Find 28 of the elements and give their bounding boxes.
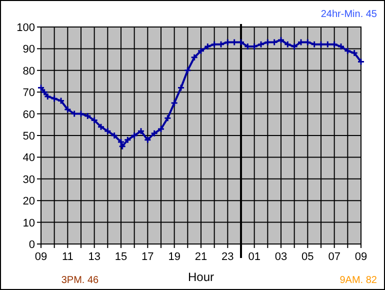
x-tick-label: 17: [142, 251, 154, 263]
x-tick-label: 09: [34, 251, 48, 263]
y-tick-label: 60: [22, 108, 35, 121]
y-tick-label: 0: [28, 239, 35, 251]
x-tick-label: 07: [328, 251, 340, 263]
x-tick-label: 01: [248, 251, 260, 263]
y-tick-label: 90: [22, 44, 35, 56]
y-tick-label: 40: [22, 152, 35, 164]
y-tick-label: 30: [22, 174, 35, 186]
x-tick-label: 19: [168, 251, 180, 263]
text: 3PM. 46: [61, 275, 100, 286]
x-tick-label: 13: [88, 251, 100, 263]
x-axis-title: Hour: [188, 270, 214, 284]
x-tick-label: 11: [62, 251, 74, 263]
x-tick-label: 21: [194, 251, 208, 263]
text: 24hr-Min. 45: [320, 9, 378, 20]
y-tick-label: 100: [16, 22, 35, 34]
x-tick-label: 23: [222, 251, 234, 263]
y-tick-label: 50: [22, 130, 35, 142]
y-tick-label: 70: [22, 87, 35, 100]
y-tick-label: 10: [22, 217, 35, 230]
y-tick-label: 80: [22, 65, 35, 78]
text: 9AM. 82: [340, 275, 378, 286]
y-tick-label: 20: [22, 196, 35, 208]
x-tick-label: 05: [302, 251, 314, 263]
x-tick-label: 15: [114, 251, 128, 263]
x-tick-label: 09: [354, 251, 368, 263]
x-tick-label: 03: [274, 251, 288, 263]
